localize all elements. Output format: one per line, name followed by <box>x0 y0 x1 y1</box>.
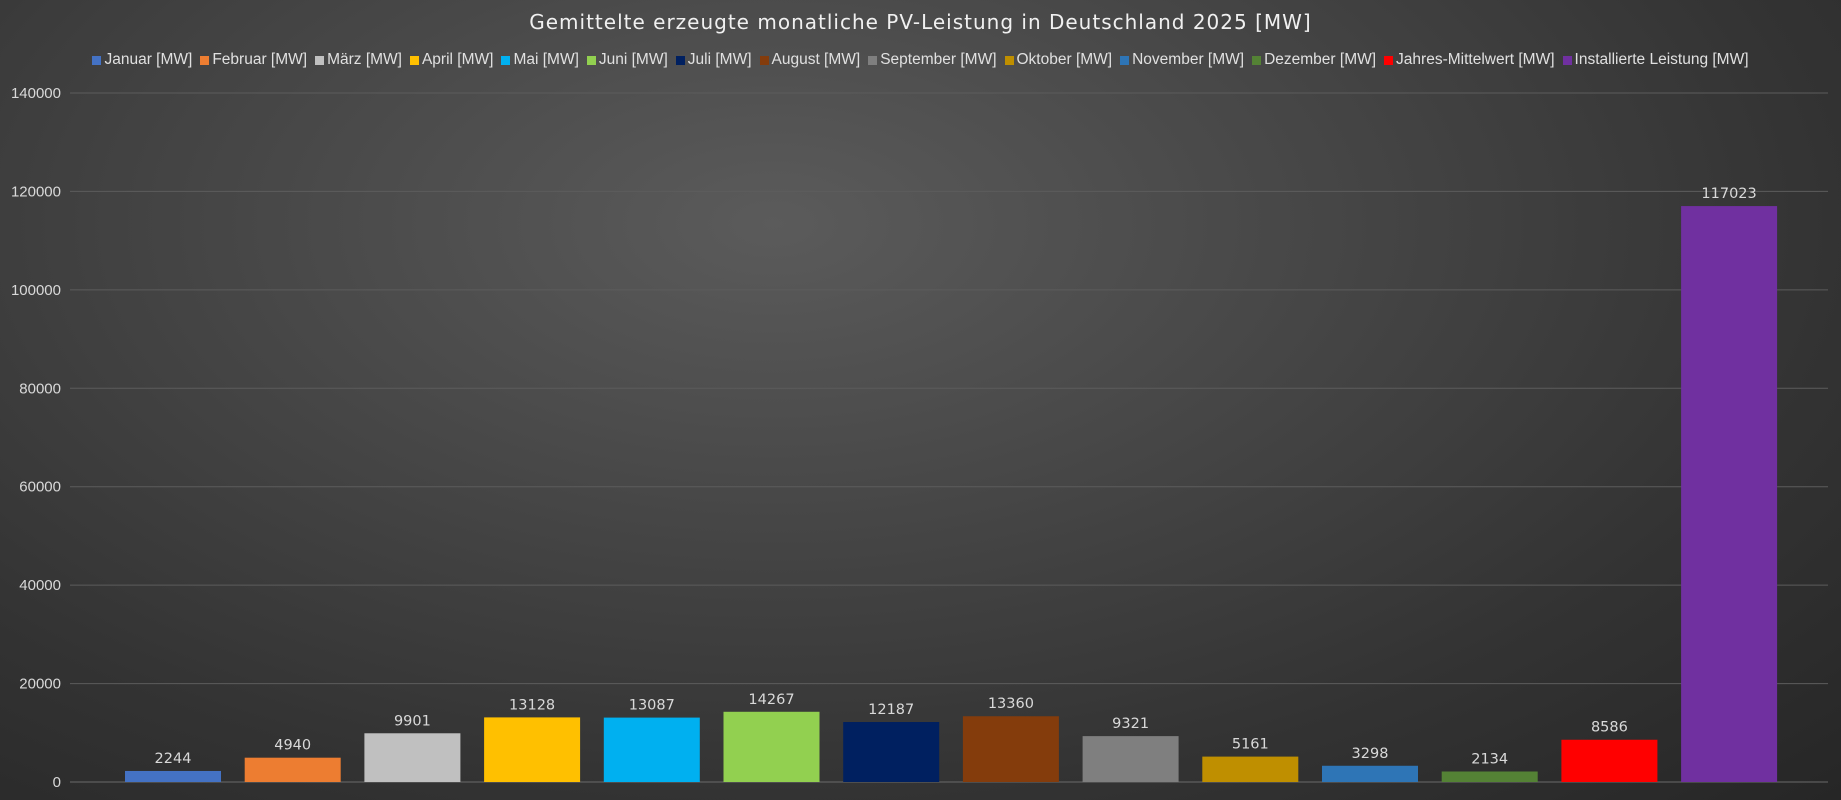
chart-title: Gemittelte erzeugte monatliche PV-Leistu… <box>529 10 1312 34</box>
bar <box>1681 206 1778 783</box>
legend-label: März [MW] <box>327 51 402 68</box>
data-label: 9901 <box>394 713 431 729</box>
legend-label: Mai [MW] <box>513 51 579 68</box>
legend-item: Oktober [MW] <box>1004 51 1113 69</box>
legend-item: Januar [MW] <box>92 51 192 69</box>
legend-label: Dezember [MW] <box>1264 51 1377 68</box>
legend-label: Juli [MW] <box>687 51 752 68</box>
legend-item: Mai [MW] <box>501 51 579 69</box>
bar <box>244 757 341 782</box>
legend-swatch <box>759 55 769 65</box>
y-tick-label: 80000 <box>19 380 61 397</box>
bar <box>1082 736 1179 782</box>
y-tick-label: 100000 <box>11 282 61 299</box>
y-tick-label: 60000 <box>19 479 61 496</box>
legend-swatch <box>1384 55 1394 65</box>
legend-item: Jahres-Mittelwert [MW] <box>1384 51 1555 69</box>
data-label: 13128 <box>509 697 555 713</box>
legend-item: September [MW] <box>868 51 997 69</box>
legend-item: März [MW] <box>315 51 402 69</box>
bar <box>1441 771 1538 782</box>
y-tick-label: 20000 <box>19 676 61 693</box>
legend-swatch <box>1562 55 1572 65</box>
legend-swatch <box>501 55 511 65</box>
data-label: 8586 <box>1591 720 1628 736</box>
legend: Januar [MW] Februar [MW] März [MW] April [M… <box>0 51 1841 69</box>
legend-swatch <box>200 55 210 65</box>
legend-swatch <box>675 55 685 65</box>
bar <box>723 711 820 782</box>
bar <box>125 770 221 782</box>
data-label: 13087 <box>629 698 675 714</box>
bar <box>1561 739 1658 782</box>
legend-item: November [MW] <box>1120 51 1244 69</box>
legend-swatch <box>1252 55 1262 65</box>
bar <box>962 716 1059 782</box>
bar <box>1322 765 1418 782</box>
legend-item: Juli [MW] <box>675 51 752 69</box>
data-label: 13360 <box>988 696 1034 712</box>
data-label: 9321 <box>1112 716 1149 732</box>
legend-swatch <box>868 55 878 65</box>
legend-swatch <box>1120 55 1130 65</box>
bar <box>1202 756 1299 782</box>
legend-label: Oktober [MW] <box>1016 51 1113 68</box>
data-label: 5161 <box>1232 737 1269 753</box>
legend-swatch <box>92 55 102 65</box>
data-label: 12187 <box>868 702 914 718</box>
legend-item: Juni [MW] <box>586 51 668 69</box>
y-tick-label: 140000 <box>11 85 61 102</box>
data-label: 2134 <box>1471 751 1508 767</box>
y-tick-label: 0 <box>53 774 61 791</box>
legend-item: Februar [MW] <box>200 51 307 69</box>
data-label: 14267 <box>748 692 794 708</box>
legend-swatch <box>586 55 596 65</box>
bar <box>364 733 461 782</box>
y-tick-label: 120000 <box>11 183 61 200</box>
legend-label: August [MW] <box>771 51 861 68</box>
data-label: 2244 <box>155 751 192 767</box>
legend-label: September [MW] <box>880 51 997 68</box>
legend-label: April [MW] <box>421 51 494 68</box>
legend-label: November [MW] <box>1132 51 1245 68</box>
legend-swatch <box>315 55 325 65</box>
legend-label: Jahres-Mittelwert [MW] <box>1396 51 1555 68</box>
legend-label: Februar [MW] <box>212 51 308 68</box>
legend-swatch <box>409 55 419 65</box>
bar <box>484 717 581 782</box>
legend-item: August [MW] <box>759 51 861 69</box>
bar <box>603 717 700 782</box>
legend-item: April [MW] <box>409 51 494 69</box>
data-label: 117023 <box>1701 186 1756 202</box>
legend-label: Juni [MW] <box>598 51 668 68</box>
legend-swatch <box>1004 55 1014 65</box>
legend-label: Januar [MW] <box>104 51 193 68</box>
legend-item: Dezember [MW] <box>1252 51 1376 69</box>
y-tick-label: 40000 <box>19 577 61 594</box>
legend-label: Installierte Leistung [MW] <box>1574 51 1749 68</box>
legend-item: Installierte Leistung [MW] <box>1562 51 1749 69</box>
data-label: 4940 <box>274 738 311 754</box>
data-label: 3298 <box>1352 746 1389 762</box>
bar <box>843 722 940 782</box>
